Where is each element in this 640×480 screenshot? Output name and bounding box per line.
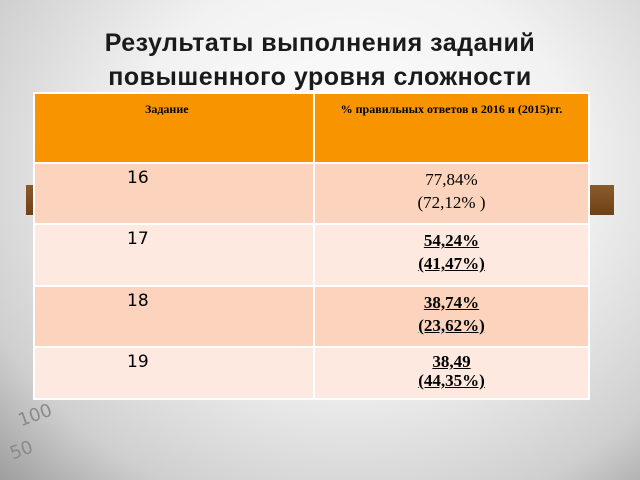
task-cell: 18	[33, 284, 315, 349]
percent-2016: 38,74%	[423, 292, 480, 312]
decoration: 50	[7, 436, 36, 465]
percent-2016: 54,24%	[423, 231, 480, 251]
header-cell: % правильных ответов в 2016 и (2015)гг.	[313, 92, 590, 164]
percent-2015: (72,12% )	[417, 193, 486, 212]
percent-2016: 38,49	[432, 352, 471, 372]
percent-cell: 38,74% (23,62%)	[313, 284, 590, 349]
task-cell: 17	[33, 223, 315, 287]
percent-2015: (23,62%)	[418, 315, 485, 335]
row: 18 38,74% (23,62%)	[33, 284, 590, 349]
results-table: Задание % правильных ответов в 2016 и (2…	[33, 92, 590, 400]
percent-cell: 54,24% (41,47%)	[313, 223, 590, 287]
task-cell: 16	[33, 161, 315, 226]
percent-2015: (44,35%)	[418, 371, 485, 391]
row: 16 77,84% (72,12% )	[33, 161, 590, 226]
percent-2015: (41,47%)	[418, 254, 485, 274]
title-line: повышенного уровня сложности	[108, 63, 532, 91]
slide-title: Результаты выполнения заданий повышенног…	[0, 26, 640, 94]
task-cell: 19	[33, 346, 315, 400]
header-cell: Задание	[33, 92, 315, 164]
row: 17 54,24% (41,47%)	[33, 223, 590, 287]
percent-cell: 77,84% (72,12% )	[313, 161, 590, 226]
percent-2016: 77,84%	[425, 170, 478, 189]
header-row: Задание % правильных ответов в 2016 и (2…	[33, 92, 590, 164]
percent-cell: 38,49 (44,35%)	[313, 346, 590, 400]
title-line: Результаты выполнения заданий	[104, 29, 536, 57]
decoration: 100	[15, 399, 55, 432]
decor-band	[590, 185, 614, 215]
row: 19 38,49 (44,35%)	[33, 346, 590, 400]
